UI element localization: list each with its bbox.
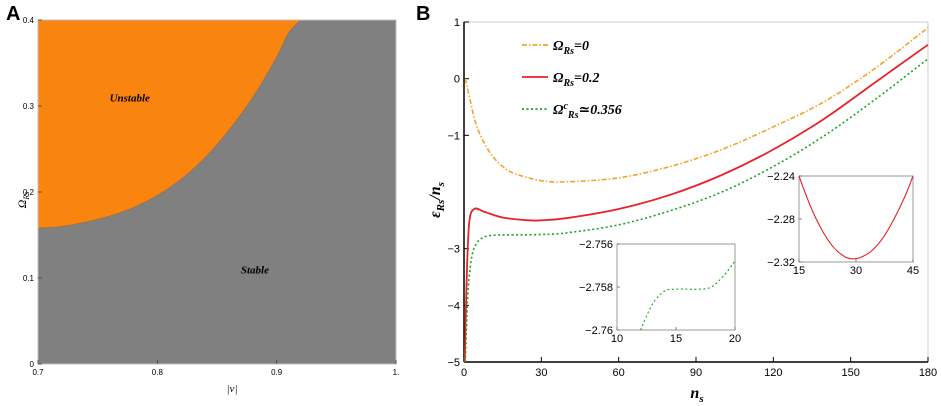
legend-text: Ω <box>553 39 564 54</box>
legend-sub: Rs <box>562 78 574 89</box>
legend-label-0: ΩRs=0 <box>553 39 589 57</box>
b-x-tick-label: 90 <box>690 367 702 379</box>
b-y-tick-label: 1 <box>454 17 460 29</box>
legend-text: ≃0.356 <box>578 103 621 118</box>
b-y-tick-label: 0 <box>454 74 460 86</box>
panel-a: A 0.7 0.8 0.9 1. 0 0.1 0.2 0.3 0.4 Unstable Sta… <box>6 3 399 395</box>
b-y-tick-label: −5 <box>447 357 460 369</box>
panel-b-x-ticks: 0 30 60 90 120 150 180 <box>461 357 937 379</box>
inset-1: 15 30 45 −2.32 −2.28 −2.24 <box>767 171 919 277</box>
legend-text: Ω <box>553 103 564 118</box>
inset-y-tick-label: −2.32 <box>767 257 795 269</box>
panel-a-y-label-main: Ω <box>15 199 29 208</box>
panel-a-x-ticks: 0.7 0.8 0.9 1. <box>32 360 399 377</box>
b-x-tick-label: 150 <box>841 367 859 379</box>
panel-b-x-axis-label: ns <box>690 385 703 405</box>
a-y-tick-label: 0.1 <box>23 274 35 283</box>
b-y-tick-label: −4 <box>447 300 460 312</box>
a-y-tick-label: 0 <box>30 360 35 369</box>
inset-y-tick-label: −2.756 <box>579 239 613 251</box>
panel-b: B 0 30 60 90 120 150 180 −5−4−3−101 ΩRs=0ΩRs=0… <box>416 3 937 405</box>
legend-text: =0 <box>574 39 589 54</box>
b-x-tick-label: 0 <box>461 367 467 379</box>
b-y-tick-label: −1 <box>447 130 460 142</box>
series-line-1 <box>463 43 929 363</box>
panel-a-y-ticks: 0 0.1 0.2 0.3 0.4 <box>23 16 42 369</box>
a-x-tick-label: 0.9 <box>271 368 283 377</box>
unstable-label: Unstable <box>110 93 150 105</box>
inset-x-tick-label: 15 <box>793 265 805 277</box>
b-y-tick-label: −3 <box>447 244 460 256</box>
b-x-tick-label: 60 <box>613 367 625 379</box>
inset-curve <box>798 175 914 260</box>
panel-b-y-ticks: −5 −4 −3 −1 0 1 <box>447 17 469 369</box>
inset-x-tick-label: 15 <box>670 333 682 345</box>
panel-b-y-axis-label: εRs/ns <box>427 182 447 218</box>
panel-b-insets: 10 15 20 −2.76 −2.758 −2.756 15 30 45 −2.32 −2.28 −… <box>579 171 919 345</box>
inset-frame <box>616 243 736 331</box>
panel-b-y-label-p2: /n <box>427 186 444 200</box>
inset-x-tick-label: 10 <box>611 333 623 345</box>
inset-y-tick-label: −2.758 <box>579 282 613 294</box>
inset-y-tick-label: −2.24 <box>767 171 795 183</box>
inset-x-tick-label: 45 <box>907 265 919 277</box>
a-y-tick-label: 0.4 <box>23 16 35 25</box>
panel-a-x-axis-label: |ν| <box>227 383 238 395</box>
legend-sub: Rs <box>567 110 579 121</box>
inset-x-tick-label: 20 <box>729 333 741 345</box>
inset-y-tick-label: −2.76 <box>585 325 613 337</box>
a-x-tick-label: 0.7 <box>32 368 44 377</box>
panel-a-label: A <box>6 3 20 25</box>
panel-b-y-label-p1: Rs <box>435 200 447 213</box>
legend-text: =0.2 <box>574 71 599 86</box>
panel-b-series <box>463 27 929 363</box>
panel-a-y-label-sub: Rs <box>22 192 31 201</box>
legend-sup: c <box>563 101 568 112</box>
b-x-tick-label: 30 <box>535 367 547 379</box>
legend-label-1: ΩRs=0.2 <box>553 71 600 89</box>
b-x-tick-label: 180 <box>919 367 937 379</box>
a-y-tick-label: 0.2 <box>23 188 35 197</box>
panel-b-label: B <box>416 3 430 25</box>
stable-label: Stable <box>241 265 269 277</box>
b-x-tick-label: 120 <box>764 367 782 379</box>
legend-sub: Rs <box>562 46 574 57</box>
a-x-tick-label: 0.8 <box>152 368 164 377</box>
a-y-tick-label: 0.3 <box>23 102 35 111</box>
unstable-region <box>37 19 302 229</box>
legend-text: Ω <box>553 71 564 86</box>
panel-b-y-label-p0: ε <box>427 211 444 218</box>
panel-b-x-label-sub: s <box>698 393 703 405</box>
series-line-0 <box>464 27 929 183</box>
inset-x-tick-label: 30 <box>850 265 862 277</box>
inset-y-tick-label: −2.28 <box>767 214 795 226</box>
panel-b-y-label-p3: s <box>435 182 447 187</box>
inset-0: 10 15 20 −2.76 −2.758 −2.756 <box>579 239 741 345</box>
a-x-tick-label: 1. <box>393 368 400 377</box>
inset-curve <box>640 260 736 331</box>
legend-label-2: ΩcRs≃0.356 <box>553 101 622 121</box>
panel-a-y-axis-label: ΩRs <box>15 192 31 209</box>
panel-b-x-label-main: n <box>690 385 699 402</box>
